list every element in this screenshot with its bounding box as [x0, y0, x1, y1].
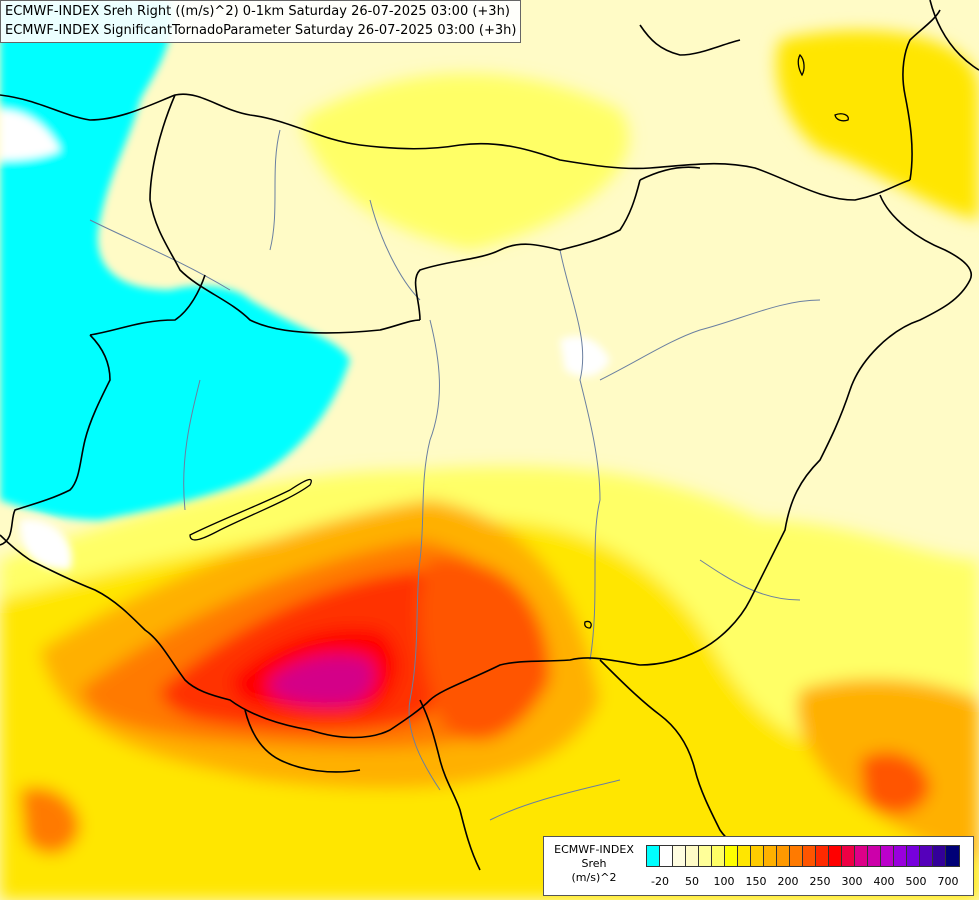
legend-tick-label: 50	[685, 875, 699, 888]
legend-tick-label: -20	[651, 875, 669, 888]
lakes	[189, 53, 849, 629]
legend-tick-label: 250	[809, 875, 831, 888]
legend-swatch	[660, 846, 673, 866]
legend-title: ECMWF-INDEX Sreh (m/s)^2	[544, 843, 644, 885]
legend-swatch	[920, 846, 933, 866]
legend-title-line1: ECMWF-INDEX	[554, 843, 634, 856]
map-title-line1: ECMWF-INDEX Sreh Right ((m/s)^2) 0-1km S…	[5, 4, 510, 19]
legend-swatch	[725, 846, 738, 866]
legend-swatch	[829, 846, 842, 866]
legend-swatch	[751, 846, 764, 866]
legend-swatch	[738, 846, 751, 866]
color-legend: ECMWF-INDEX Sreh (m/s)^2 -20 50 100 150 200 2…	[543, 836, 974, 896]
legend-tick-label: 300	[841, 875, 863, 888]
country-borders	[0, 0, 979, 871]
legend-title-line2: Sreh	[581, 857, 607, 870]
legend-swatch	[686, 846, 699, 866]
legend-swatch	[933, 846, 946, 866]
legend-swatch	[855, 846, 868, 866]
legend-tick-label: 200	[777, 875, 799, 888]
legend-color-bar	[646, 845, 960, 867]
legend-tick-label: 700	[937, 875, 959, 888]
legend-tick-label: 400	[873, 875, 895, 888]
legend-swatch	[946, 846, 959, 866]
rivers	[89, 129, 821, 821]
map-title-box: ECMWF-INDEX Sreh Right ((m/s)^2) 0-1km S…	[0, 0, 522, 43]
legend-swatch	[894, 846, 907, 866]
legend-swatch	[764, 846, 777, 866]
legend-tick-label: 500	[905, 875, 927, 888]
legend-swatch	[842, 846, 855, 866]
legend-swatch	[699, 846, 712, 866]
legend-swatch	[881, 846, 894, 866]
legend-swatch	[803, 846, 816, 866]
legend-title-line3: (m/s)^2	[571, 871, 617, 884]
map-title-line2: ECMWF-INDEX SignificantTornadoParameter …	[5, 23, 517, 38]
legend-swatch	[712, 846, 725, 866]
cyan-region	[0, 0, 610, 570]
legend-swatch	[907, 846, 920, 866]
legend-swatch	[790, 846, 803, 866]
field-shading	[0, 30, 979, 900]
legend-swatch	[647, 846, 660, 866]
legend-tick-label: 100	[713, 875, 735, 888]
legend-swatch	[777, 846, 790, 866]
legend-swatch	[816, 846, 829, 866]
legend-swatch	[673, 846, 686, 866]
legend-swatch	[868, 846, 881, 866]
legend-tick-label: 150	[745, 875, 767, 888]
